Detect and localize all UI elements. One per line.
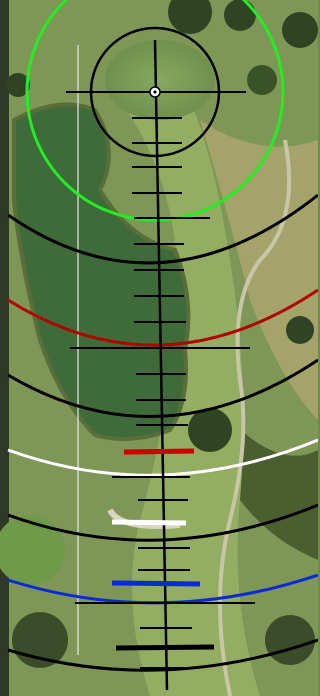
hole-map xyxy=(0,0,318,696)
page: (() => { const data = JSON.parse(documen… xyxy=(0,0,318,696)
tree xyxy=(247,65,277,95)
tree xyxy=(188,408,232,452)
black-marker xyxy=(116,647,214,648)
red-marker xyxy=(124,451,194,452)
blue-marker xyxy=(112,583,200,584)
white-marker xyxy=(112,522,186,523)
tree xyxy=(224,0,256,31)
tree xyxy=(265,615,315,665)
putting-green xyxy=(105,40,215,120)
pin-center xyxy=(154,91,157,94)
left-edge xyxy=(0,0,9,696)
tree xyxy=(286,316,314,344)
tree xyxy=(282,12,318,48)
